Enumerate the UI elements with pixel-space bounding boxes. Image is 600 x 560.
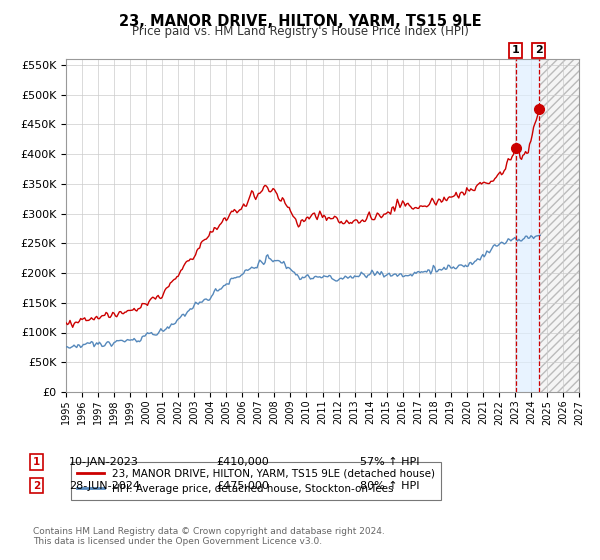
Text: £475,000: £475,000 [216, 480, 269, 491]
Bar [539, 59, 579, 392]
Text: 1: 1 [512, 45, 520, 55]
Text: 2: 2 [535, 45, 542, 55]
Bar [515, 59, 539, 392]
Legend: 23, MANOR DRIVE, HILTON, YARM, TS15 9LE (detached house), HPI: Average price, de: 23, MANOR DRIVE, HILTON, YARM, TS15 9LE … [71, 462, 441, 500]
Text: 28-JUN-2024: 28-JUN-2024 [69, 480, 140, 491]
Text: 10-JAN-2023: 10-JAN-2023 [69, 457, 139, 467]
Text: 2: 2 [33, 480, 40, 491]
Text: Contains HM Land Registry data © Crown copyright and database right 2024.
This d: Contains HM Land Registry data © Crown c… [33, 526, 385, 546]
Text: 1: 1 [33, 457, 40, 467]
Text: £410,000: £410,000 [216, 457, 269, 467]
Text: 57% ↑ HPI: 57% ↑ HPI [360, 457, 419, 467]
Text: 80% ↑ HPI: 80% ↑ HPI [360, 480, 419, 491]
Text: 23, MANOR DRIVE, HILTON, YARM, TS15 9LE: 23, MANOR DRIVE, HILTON, YARM, TS15 9LE [119, 14, 481, 29]
Text: Price paid vs. HM Land Registry's House Price Index (HPI): Price paid vs. HM Land Registry's House … [131, 25, 469, 38]
